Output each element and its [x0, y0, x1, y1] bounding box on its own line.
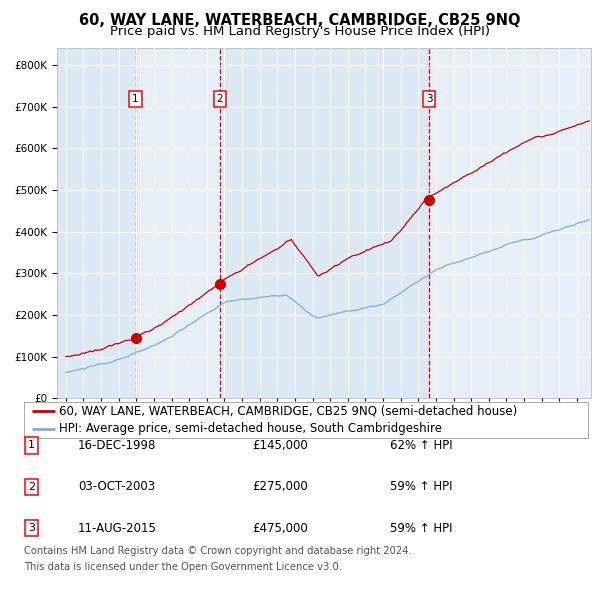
- Text: 60, WAY LANE, WATERBEACH, CAMBRIDGE, CB25 9NQ: 60, WAY LANE, WATERBEACH, CAMBRIDGE, CB2…: [79, 13, 521, 28]
- Text: This data is licensed under the Open Government Licence v3.0.: This data is licensed under the Open Gov…: [24, 562, 342, 572]
- Text: 3: 3: [426, 94, 433, 104]
- Text: 59% ↑ HPI: 59% ↑ HPI: [390, 480, 452, 493]
- Bar: [429, 48, 591, 398]
- Text: 1: 1: [28, 441, 35, 450]
- Text: 2: 2: [217, 94, 223, 104]
- Text: 03-OCT-2003: 03-OCT-2003: [78, 480, 155, 493]
- Text: 59% ↑ HPI: 59% ↑ HPI: [390, 522, 452, 535]
- Bar: [136, 48, 220, 398]
- Text: 1: 1: [132, 94, 139, 104]
- Text: £475,000: £475,000: [252, 522, 308, 535]
- Text: HPI: Average price, semi-detached house, South Cambridgeshire: HPI: Average price, semi-detached house,…: [59, 422, 442, 435]
- Text: £145,000: £145,000: [252, 439, 308, 452]
- Text: 16-DEC-1998: 16-DEC-1998: [78, 439, 157, 452]
- Text: Price paid vs. HM Land Registry's House Price Index (HPI): Price paid vs. HM Land Registry's House …: [110, 25, 490, 38]
- Text: 62% ↑ HPI: 62% ↑ HPI: [390, 439, 452, 452]
- Text: 11-AUG-2015: 11-AUG-2015: [78, 522, 157, 535]
- Text: 3: 3: [28, 523, 35, 533]
- Text: £275,000: £275,000: [252, 480, 308, 493]
- Text: 2: 2: [28, 482, 35, 491]
- Text: Contains HM Land Registry data © Crown copyright and database right 2024.: Contains HM Land Registry data © Crown c…: [24, 546, 412, 556]
- Text: 60, WAY LANE, WATERBEACH, CAMBRIDGE, CB25 9NQ (semi-detached house): 60, WAY LANE, WATERBEACH, CAMBRIDGE, CB2…: [59, 405, 517, 418]
